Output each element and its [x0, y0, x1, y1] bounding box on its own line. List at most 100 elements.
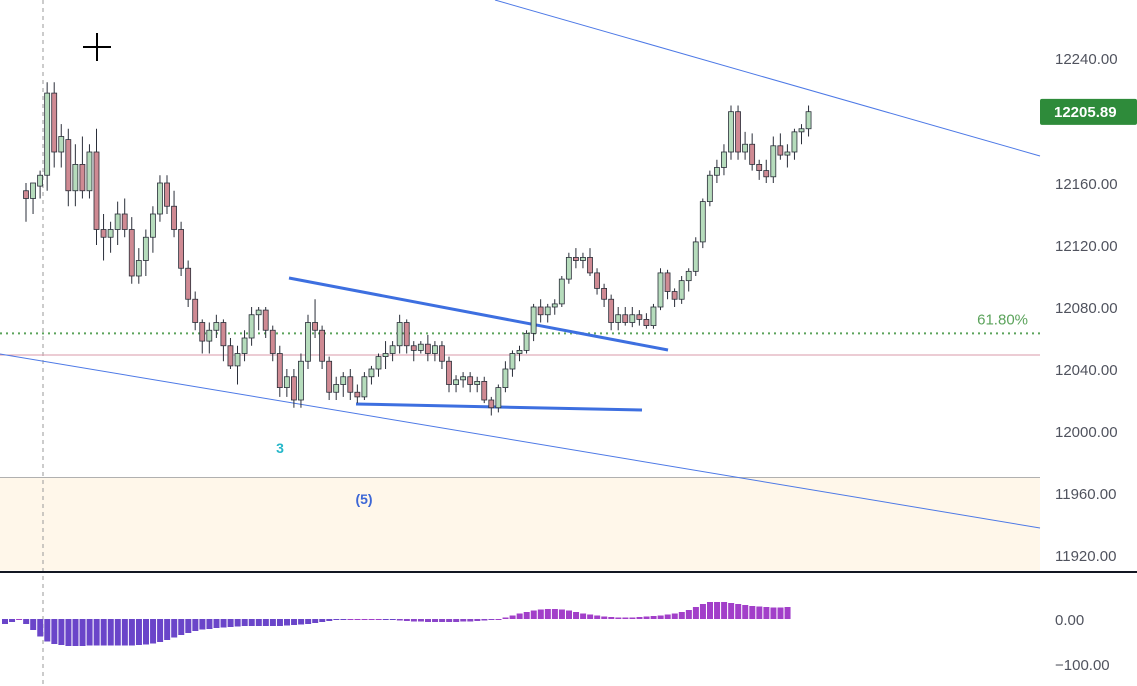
- candle-body-down: [608, 298, 615, 323]
- oscillator-bar: [749, 606, 756, 619]
- candle-body-up: [629, 314, 636, 323]
- oscillator-bar: [192, 619, 199, 631]
- candle-body-down: [128, 229, 135, 277]
- candle-body-up: [149, 213, 156, 238]
- candle-body-down: [319, 329, 326, 362]
- oscillator-bar: [9, 619, 16, 622]
- oscillator-bar: [199, 619, 206, 630]
- oscillator-bar: [157, 619, 164, 642]
- candle: [354, 384, 361, 404]
- candle: [742, 131, 748, 160]
- oscillator-bar: [86, 619, 93, 646]
- oscillator-bar: [728, 603, 735, 619]
- candle: [488, 396, 495, 416]
- oscillator-bar: [227, 619, 234, 627]
- candle: [601, 283, 607, 307]
- candle-body-up: [114, 213, 121, 230]
- price-pane[interactable]: 61.80% 3 (5): [0, 0, 1041, 686]
- candle-body-down: [439, 345, 445, 362]
- candle: [798, 124, 805, 145]
- oscillator-bar: [735, 604, 742, 619]
- oscillator-bar: [763, 607, 770, 619]
- candle: [735, 105, 741, 160]
- candle-body-up: [791, 131, 798, 153]
- candle-body-up: [248, 314, 255, 339]
- candle-body-down: [100, 229, 107, 238]
- candle-body-up: [784, 151, 791, 156]
- candle-body-down: [171, 205, 177, 230]
- candle-body-down: [664, 272, 671, 292]
- oscillator-bar: [467, 619, 474, 622]
- candle: [100, 214, 107, 261]
- oscillator-bar: [58, 619, 65, 645]
- candle: [587, 248, 593, 276]
- candle: [481, 376, 488, 404]
- oscillator-bar: [721, 602, 728, 619]
- candle: [580, 252, 586, 269]
- oscillator-bar: [326, 619, 333, 621]
- candle-body-down: [164, 182, 170, 207]
- oscillator-bar: [312, 619, 319, 623]
- candle-body-down: [777, 145, 784, 156]
- candle: [290, 369, 297, 408]
- oscillator-bar: [248, 619, 255, 626]
- candle-body-up: [805, 111, 812, 130]
- candle: [51, 82, 58, 168]
- candle: [368, 365, 375, 385]
- oscillator-bar: [685, 610, 692, 619]
- oscillator-bar: [495, 619, 502, 620]
- upper-channel-trendline[interactable]: [494, 0, 1041, 157]
- oscillator-bar: [396, 619, 403, 621]
- oscillator-bar: [143, 619, 149, 645]
- candle: [171, 190, 177, 238]
- oscillator-bar: [417, 619, 424, 622]
- candle-body-down: [312, 322, 318, 331]
- candle-body-down: [269, 329, 276, 354]
- oscillator-axis-label: −100.00: [1055, 657, 1110, 674]
- candle-body-up: [298, 360, 304, 401]
- candle-body-up: [580, 256, 586, 261]
- candle: [685, 268, 692, 292]
- oscillator-bar: [460, 619, 467, 622]
- candle: [558, 276, 565, 307]
- oscillator-bar: [566, 610, 572, 619]
- candle: [298, 353, 304, 408]
- candle: [164, 175, 170, 214]
- candle-body-up: [685, 270, 692, 282]
- candle-body-up: [375, 356, 382, 370]
- wedge-upper-trendline[interactable]: [288, 276, 669, 352]
- candle: [128, 217, 135, 284]
- oscillator-bar: [135, 619, 142, 645]
- candle: [417, 341, 424, 354]
- candle-body-up: [474, 380, 481, 385]
- lower-channel-trendline[interactable]: [0, 353, 1041, 529]
- candle-body-down: [446, 360, 452, 385]
- oscillator-bar: [671, 613, 678, 619]
- candle: [37, 170, 43, 199]
- candle: [777, 133, 784, 160]
- candle-body-down: [354, 391, 361, 398]
- oscillator-bar: [481, 619, 488, 621]
- oscillator-bar: [446, 619, 453, 622]
- crosshair-cursor-icon: [83, 33, 111, 61]
- candle: [756, 159, 763, 180]
- price-axis[interactable]: 12240.00 12160.00 12120.00 12080.00 1204…: [1040, 51, 1137, 674]
- candle-body-down: [763, 170, 770, 178]
- candle-body-down: [178, 229, 185, 269]
- candle: [114, 201, 121, 245]
- oscillator-bar: [93, 619, 100, 646]
- candle: [657, 268, 664, 311]
- candle: [530, 303, 537, 342]
- candle-body-up: [558, 278, 565, 305]
- price-axis-label: 12000.00: [1055, 424, 1118, 441]
- candle: [192, 291, 199, 331]
- price-axis-label: 12040.00: [1055, 362, 1118, 379]
- candle: [664, 269, 671, 300]
- candle: [248, 307, 255, 346]
- oscillator-bar: [333, 619, 340, 620]
- candle-body-down: [749, 143, 756, 165]
- oscillator-bar: [756, 606, 763, 619]
- candle-body-up: [58, 136, 65, 153]
- oscillator-bar: [114, 619, 121, 646]
